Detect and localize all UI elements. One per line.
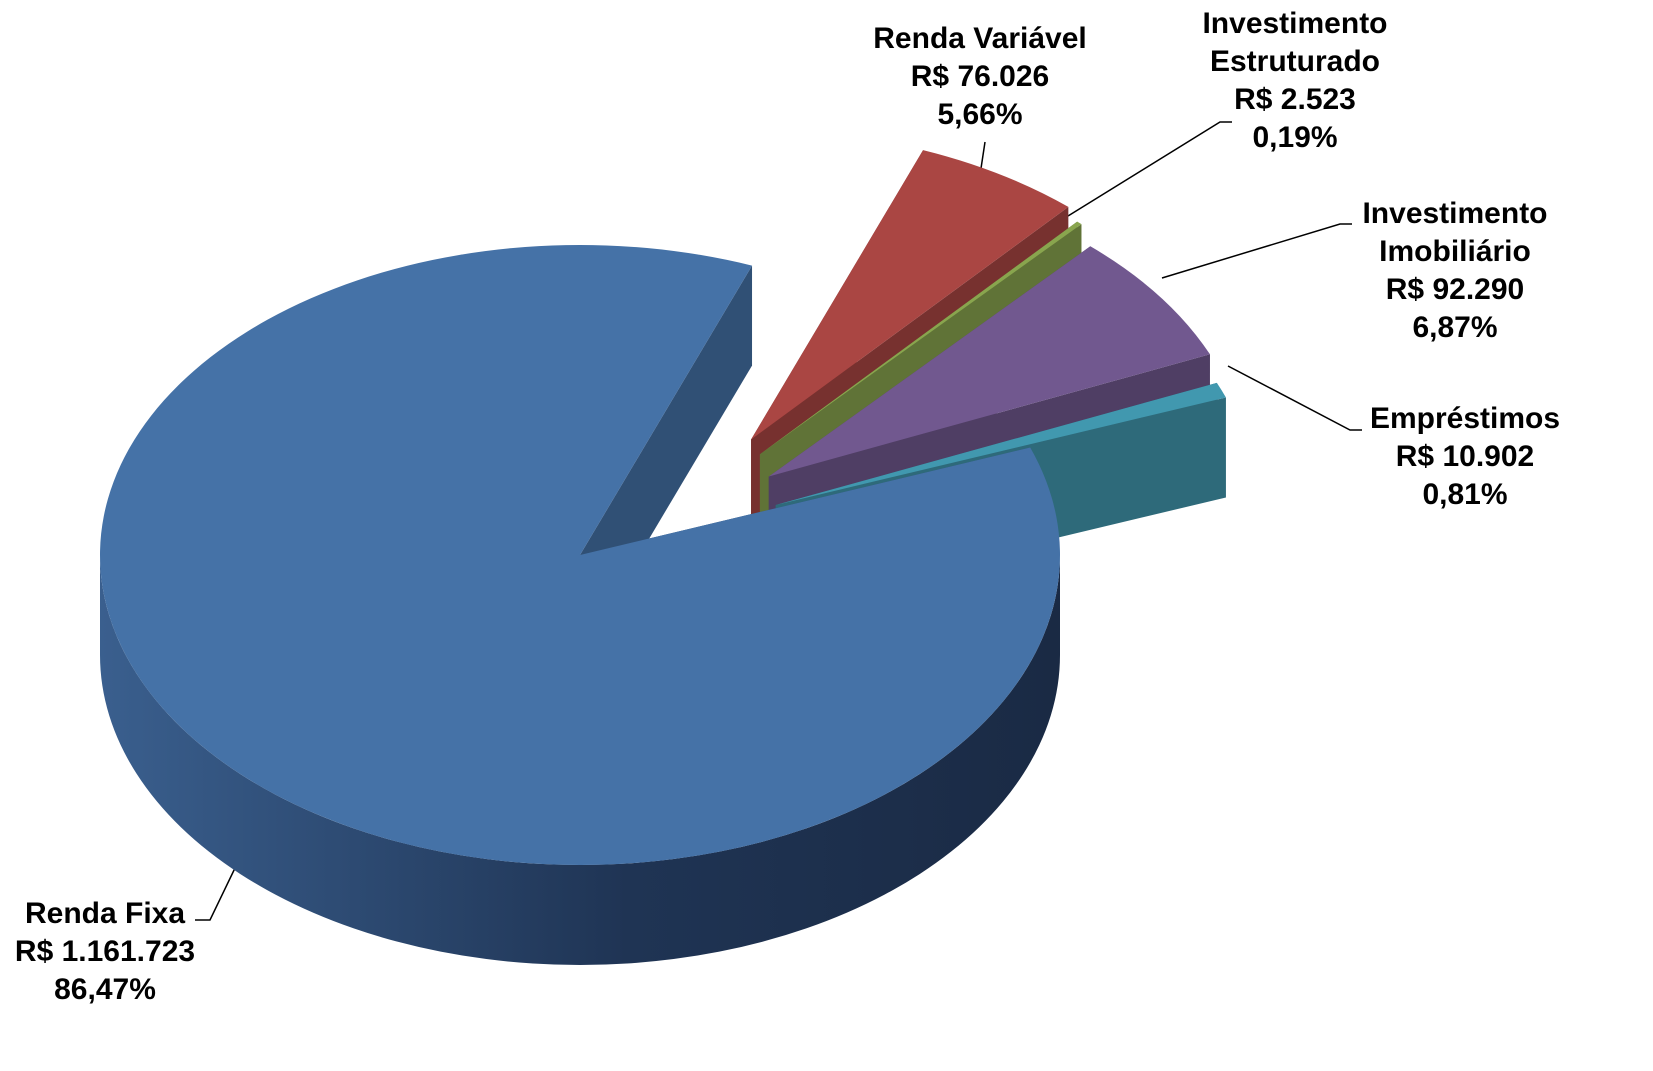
label-amount: R$ 92.290 [1385, 273, 1525, 306]
leader-line [1161, 223, 1352, 279]
slice-wall [100, 555, 1060, 965]
label-amount: R$ 1.161.723 [14, 935, 196, 968]
label-name: Investimento Imobiliário [1362, 197, 1548, 268]
label-amount: R$ 10.902 [1395, 440, 1535, 473]
slice [751, 150, 1069, 440]
data-label: Renda Fixa R$ 1.161.723 86,47% [0, 895, 225, 1009]
label-percent: 6,87% [1412, 311, 1498, 344]
leader-line [195, 865, 237, 921]
label-name: Empréstimos [1369, 402, 1561, 435]
label-percent: 0,81% [1422, 478, 1508, 511]
label-percent: 86,47% [54, 973, 156, 1006]
label-percent: 5,66% [937, 98, 1023, 131]
data-label: Investimento Estruturado R$ 2.523 0,19% [1195, 5, 1395, 157]
slice [759, 221, 1082, 455]
label-name: Investimento Estruturado [1202, 7, 1388, 78]
data-label: Renda Variável R$ 76.026 5,66% [850, 20, 1110, 134]
slice [768, 246, 1210, 477]
leader-line [1227, 365, 1362, 431]
data-label: Empréstimos R$ 10.902 0,81% [1350, 400, 1580, 514]
label-percent: 0,19% [1252, 121, 1338, 154]
leader-line [1067, 121, 1232, 217]
slice [775, 382, 1226, 505]
data-label: Investimento Imobiliário R$ 92.290 6,87% [1355, 195, 1555, 347]
slice [99, 244, 1061, 865]
label-amount: R$ 76.026 [910, 60, 1050, 93]
label-amount: R$ 2.523 [1234, 83, 1356, 116]
label-name: Renda Fixa [24, 897, 186, 930]
label-name: Renda Variável [873, 22, 1087, 55]
